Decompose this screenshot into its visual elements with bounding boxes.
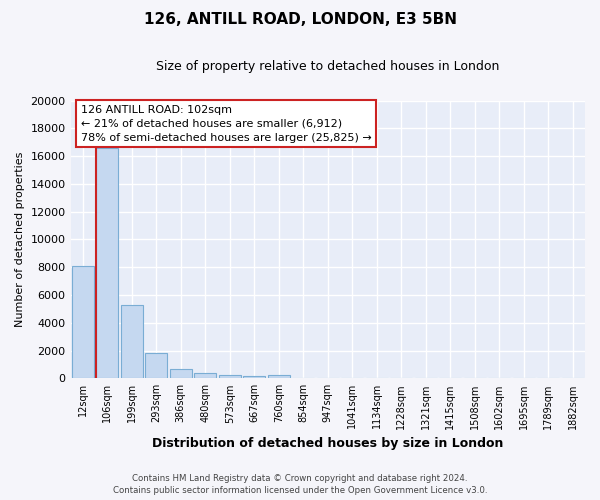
Bar [268,376,290,378]
Text: 126, ANTILL ROAD, LONDON, E3 5BN: 126, ANTILL ROAD, LONDON, E3 5BN [143,12,457,28]
Bar [145,352,167,378]
Bar [96,148,118,378]
Bar [170,368,192,378]
Text: Contains HM Land Registry data © Crown copyright and database right 2024.
Contai: Contains HM Land Registry data © Crown c… [113,474,487,495]
Bar [219,374,241,378]
X-axis label: Distribution of detached houses by size in London: Distribution of detached houses by size … [152,437,503,450]
Bar [121,304,143,378]
Bar [72,266,94,378]
Y-axis label: Number of detached properties: Number of detached properties [15,152,25,327]
Bar [194,374,217,378]
Title: Size of property relative to detached houses in London: Size of property relative to detached ho… [156,60,499,73]
Text: 126 ANTILL ROAD: 102sqm
← 21% of detached houses are smaller (6,912)
78% of semi: 126 ANTILL ROAD: 102sqm ← 21% of detache… [81,104,371,142]
Bar [243,376,265,378]
